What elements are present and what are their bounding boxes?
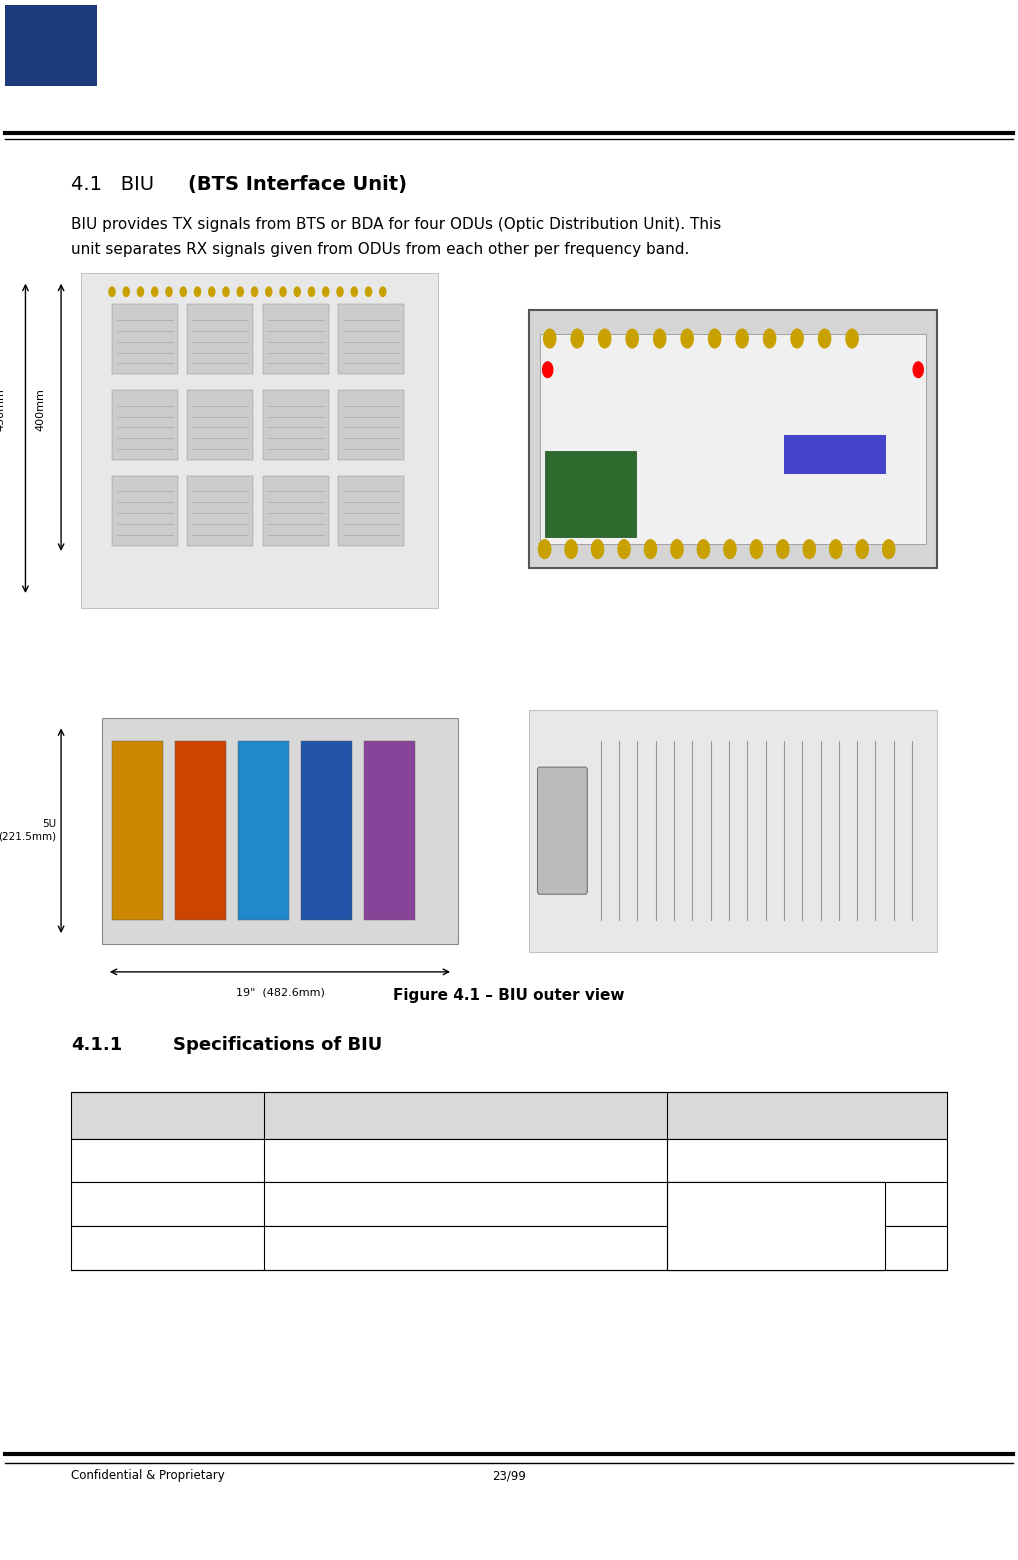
Text: Size: Size	[153, 1154, 182, 1167]
Text: 450mm: 450mm	[0, 388, 5, 431]
Text: TECHNOLOGIES: TECHNOLOGIES	[26, 55, 75, 61]
Text: Remark: Remark	[746, 1109, 806, 1122]
Text: BIU provides TX signals from BTS or BDA for four ODUs (Optic Distribution Unit).: BIU provides TX signals from BTS or BDA …	[71, 217, 722, 232]
Text: Specifications of BIU: Specifications of BIU	[173, 1036, 383, 1055]
Text: 22.35 Kg: 22.35 Kg	[438, 1198, 493, 1211]
Text: (BTS Interface Unit): (BTS Interface Unit)	[188, 175, 407, 193]
Text: 23/99: 23/99	[492, 1470, 526, 1482]
Text: Figure 4.1 – BIU outer view: Figure 4.1 – BIU outer view	[393, 987, 625, 1003]
Text: Power consumption: Power consumption	[99, 1242, 237, 1254]
Text: Weight: Weight	[143, 1198, 192, 1211]
Text: 19"  (482.6mm): 19" (482.6mm)	[235, 987, 325, 997]
Text: Confidential & Proprietary: Confidential & Proprietary	[71, 1470, 225, 1482]
Text: Mm: Mm	[765, 1154, 788, 1167]
Text: 400mm: 400mm	[36, 388, 46, 431]
Text: Item: Item	[150, 1109, 185, 1122]
Text: 4.1.1: 4.1.1	[71, 1036, 122, 1055]
Text: 482.6(19") x 221.5(5U) x 450: 482.6(19") x 221.5(5U) x 450	[374, 1154, 557, 1167]
Text: 168 W: 168 W	[445, 1242, 486, 1254]
Text: Spec.: Spec.	[444, 1109, 487, 1122]
Text: SOLiD: SOLiD	[25, 33, 76, 48]
Text: 5U
(221.5mm): 5U (221.5mm)	[0, 819, 56, 842]
Text: Full Load: Full Load	[748, 1220, 804, 1232]
Text: 4.1   BIU: 4.1 BIU	[71, 175, 161, 193]
Text: unit separates RX signals given from ODUs from each other per frequency band.: unit separates RX signals given from ODU…	[71, 242, 689, 257]
